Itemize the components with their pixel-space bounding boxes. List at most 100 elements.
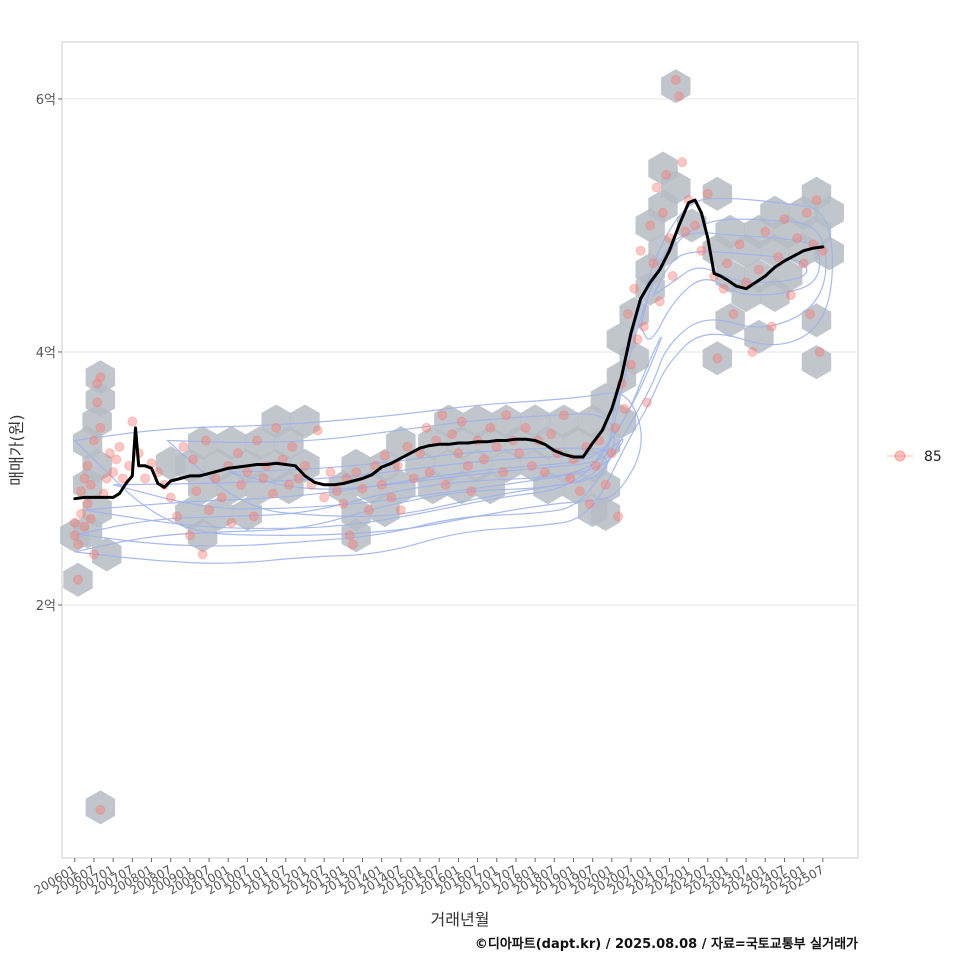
y-axis-ticks: 2억 4억 6억 — [36, 93, 62, 614]
hexbin — [446, 470, 477, 505]
data-point — [635, 245, 646, 256]
hexbin — [661, 170, 691, 205]
y-tick-label: 2억 — [36, 599, 56, 614]
data-point — [734, 239, 745, 250]
data-point — [702, 188, 713, 199]
data-point — [85, 479, 96, 490]
data-point — [811, 195, 822, 206]
data-point — [82, 460, 93, 471]
y-axis-title: 매매가(원) — [7, 414, 26, 485]
data-point — [127, 416, 138, 427]
data-point — [69, 517, 80, 528]
data-point — [779, 214, 790, 225]
x-axis-ticks: 2006012006072007012007072008012008072009… — [32, 858, 826, 898]
data-point — [184, 530, 195, 541]
hexbin — [386, 426, 416, 460]
density-contour — [651, 251, 808, 297]
data-point — [140, 473, 151, 484]
hexbin — [677, 208, 707, 243]
data-point — [347, 539, 358, 550]
data-point — [395, 505, 406, 516]
data-point — [514, 448, 525, 459]
data-point — [197, 549, 208, 560]
hexbin — [715, 303, 745, 338]
data-point — [191, 486, 202, 497]
data-point — [172, 511, 183, 522]
data-point — [421, 422, 432, 433]
legend-point — [894, 450, 906, 462]
data-point — [657, 207, 668, 218]
density-contour — [74, 197, 834, 564]
data-point — [79, 473, 90, 484]
data-point — [680, 226, 691, 237]
data-point — [626, 359, 637, 370]
data-point — [357, 483, 368, 494]
data-point — [325, 467, 336, 478]
data-point — [453, 448, 464, 459]
data-point — [76, 486, 87, 497]
data-point — [88, 549, 99, 560]
data-point — [498, 467, 509, 478]
density-contour — [165, 413, 615, 518]
data-point — [114, 441, 125, 452]
data-point — [478, 454, 489, 465]
data-point — [386, 492, 397, 503]
data-point — [661, 169, 672, 180]
data-point — [242, 467, 253, 478]
data-point — [351, 467, 362, 478]
data-point — [267, 488, 278, 499]
data-points — [69, 74, 828, 815]
caption: ©디아파트(dapt.kr) / 2025.08.08 / 자료=국토교통부 실… — [475, 936, 858, 952]
trend-line — [73, 198, 825, 501]
trend-line-layer — [73, 198, 825, 501]
data-point — [760, 226, 771, 237]
hexbin — [801, 345, 832, 380]
hexbin — [290, 404, 320, 439]
hexbin — [418, 426, 448, 460]
data-point — [539, 467, 550, 478]
hexbin — [187, 426, 218, 460]
data-point — [558, 410, 569, 421]
data-point — [721, 258, 732, 269]
data-point — [654, 296, 665, 307]
data-point — [520, 422, 531, 433]
data-point — [188, 454, 199, 465]
data-point — [376, 479, 387, 490]
data-point — [491, 441, 502, 452]
hexbin — [85, 383, 116, 417]
data-point — [645, 220, 656, 231]
data-point — [287, 441, 298, 452]
hexbin — [216, 426, 247, 460]
y-tick-label: 6억 — [36, 93, 56, 108]
data-point — [283, 479, 294, 490]
data-point — [766, 321, 777, 332]
hexbin — [491, 448, 522, 483]
data-point — [82, 498, 93, 509]
data-point — [622, 309, 633, 319]
hexbin — [562, 426, 592, 460]
data-point — [95, 422, 106, 433]
data-point — [677, 157, 688, 168]
data-point — [319, 492, 330, 503]
data-point — [95, 372, 106, 383]
data-point — [610, 422, 621, 433]
data-point — [632, 334, 643, 345]
data-point — [200, 435, 211, 446]
data-point — [462, 460, 473, 471]
density-contour — [228, 447, 609, 490]
y-tick-label: 4억 — [36, 346, 56, 361]
data-point — [526, 460, 537, 471]
hexbin — [82, 493, 112, 528]
data-point — [447, 429, 458, 440]
data-point — [104, 448, 115, 459]
hexbin — [203, 496, 234, 531]
data-point — [178, 441, 189, 452]
data-point — [402, 441, 413, 452]
data-point — [584, 498, 595, 509]
data-point — [642, 397, 653, 408]
hexbin — [702, 341, 733, 376]
data-point — [72, 574, 83, 585]
data-point — [69, 530, 80, 541]
hexbin — [274, 426, 304, 460]
hexbin — [702, 176, 733, 211]
